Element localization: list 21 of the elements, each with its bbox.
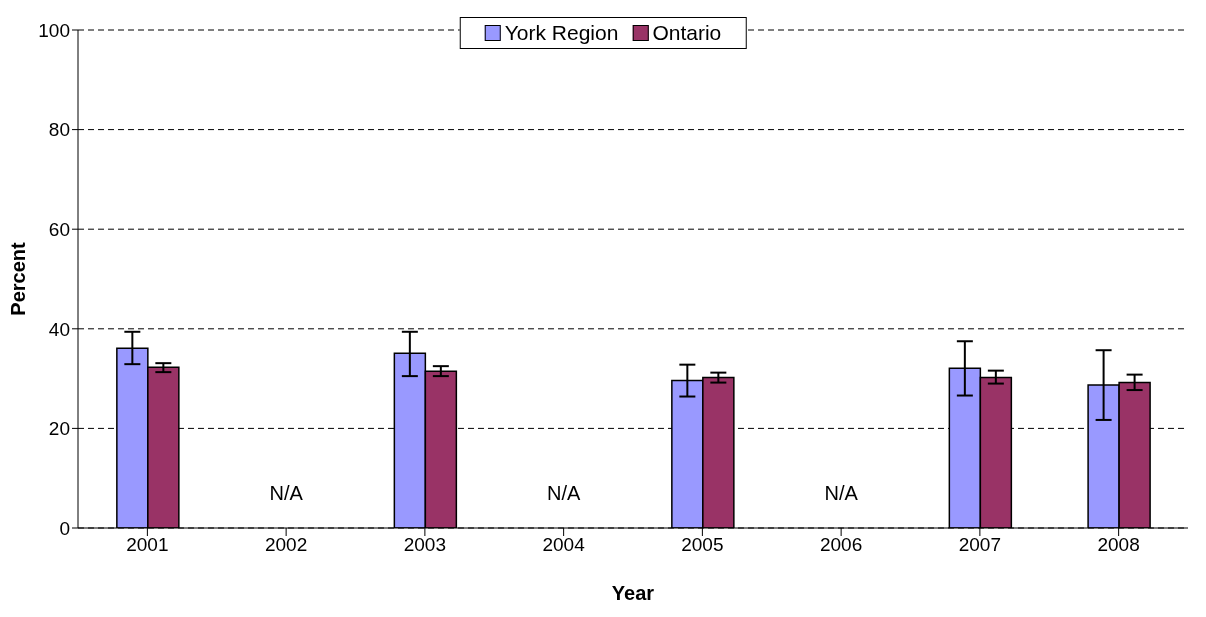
legend-label: Ontario [652, 21, 722, 45]
x-tick-label: 2004 [542, 534, 586, 556]
y-tick-label: 80 [48, 119, 70, 141]
x-axis-title: Year [611, 582, 655, 604]
legend-label: York Region [504, 21, 619, 45]
y-tick-label: 40 [48, 318, 70, 340]
x-tick-label: 2007 [958, 534, 1002, 556]
y-tick-label: 100 [38, 19, 70, 41]
annotation: N/A [269, 482, 304, 505]
x-tick-label: 2001 [126, 534, 169, 556]
y-tick-label: 0 [59, 517, 70, 539]
annotation: N/A [546, 482, 581, 505]
x-tick-label: 2002 [264, 534, 308, 556]
y-tick-label: 60 [48, 218, 70, 240]
x-tick-label: 2005 [681, 534, 724, 556]
x-tick-label: 2006 [819, 534, 863, 556]
y-tick-label: 20 [48, 418, 70, 440]
x-tick-label: 2008 [1097, 534, 1140, 556]
y-axis-title: Percent [7, 241, 30, 316]
annotation: N/A [824, 482, 859, 505]
x-tick-label: 2003 [403, 534, 447, 556]
